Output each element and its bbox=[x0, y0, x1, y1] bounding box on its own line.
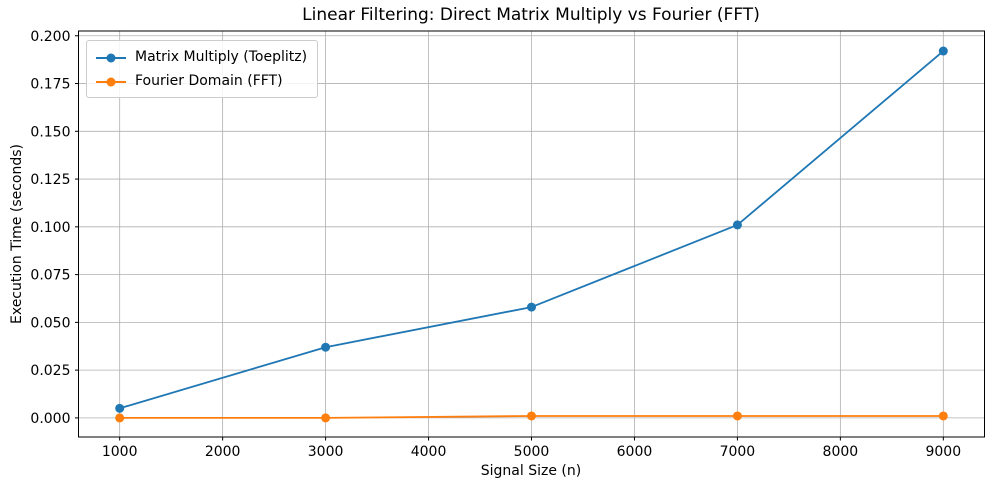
y-tick-label: 0.175 bbox=[30, 77, 70, 93]
x-tick-label: 2000 bbox=[205, 444, 241, 460]
x-tick-label: 7000 bbox=[720, 444, 756, 460]
y-tick-label: 0.025 bbox=[30, 363, 70, 379]
legend-marker-line-icon bbox=[96, 76, 126, 88]
x-tick-label: 4000 bbox=[411, 444, 447, 460]
legend-item-fourier-fft: Fourier Domain (FFT) bbox=[96, 72, 307, 91]
x-tick-label: 9000 bbox=[925, 444, 961, 460]
data-point-marker bbox=[115, 403, 125, 413]
legend-item-matrix-multiply: Matrix Multiply (Toeplitz) bbox=[96, 48, 307, 67]
x-tick-label: 1000 bbox=[102, 444, 138, 460]
y-tick-label: 0.000 bbox=[30, 411, 70, 427]
data-point-marker bbox=[115, 413, 125, 423]
data-point-marker bbox=[527, 411, 536, 421]
y-tick-label: 0.075 bbox=[30, 268, 70, 284]
y-tick-label: 0.150 bbox=[30, 124, 70, 140]
chart-title: Linear Filtering: Direct Matrix Multiply… bbox=[302, 5, 760, 25]
y-tick-label: 0.100 bbox=[30, 220, 70, 236]
x-tick-label: 6000 bbox=[617, 444, 653, 460]
data-point-marker bbox=[938, 411, 948, 421]
data-point-marker bbox=[732, 220, 742, 230]
y-axis-label: Execution Time (seconds) bbox=[9, 143, 25, 325]
x-tick-label: 5000 bbox=[514, 444, 550, 460]
data-point-marker bbox=[938, 46, 948, 56]
y-tick-label: 0.125 bbox=[30, 172, 70, 188]
legend-label: Matrix Multiply (Toeplitz) bbox=[135, 49, 308, 65]
x-axis-label: Signal Size (n) bbox=[480, 463, 582, 479]
legend: Matrix Multiply (Toeplitz) Fourier Domai… bbox=[86, 40, 319, 98]
data-point-marker bbox=[527, 302, 536, 312]
legend-label: Fourier Domain (FFT) bbox=[135, 73, 283, 89]
y-tick-label: 0.050 bbox=[30, 315, 70, 331]
data-point-marker bbox=[321, 413, 331, 423]
data-point-marker bbox=[732, 411, 742, 421]
x-tick-label: 3000 bbox=[308, 444, 344, 460]
x-tick-label: 8000 bbox=[823, 444, 859, 460]
data-point-marker bbox=[321, 342, 331, 352]
y-tick-label: 0.200 bbox=[30, 29, 70, 45]
legend-marker-line-icon bbox=[96, 52, 126, 64]
